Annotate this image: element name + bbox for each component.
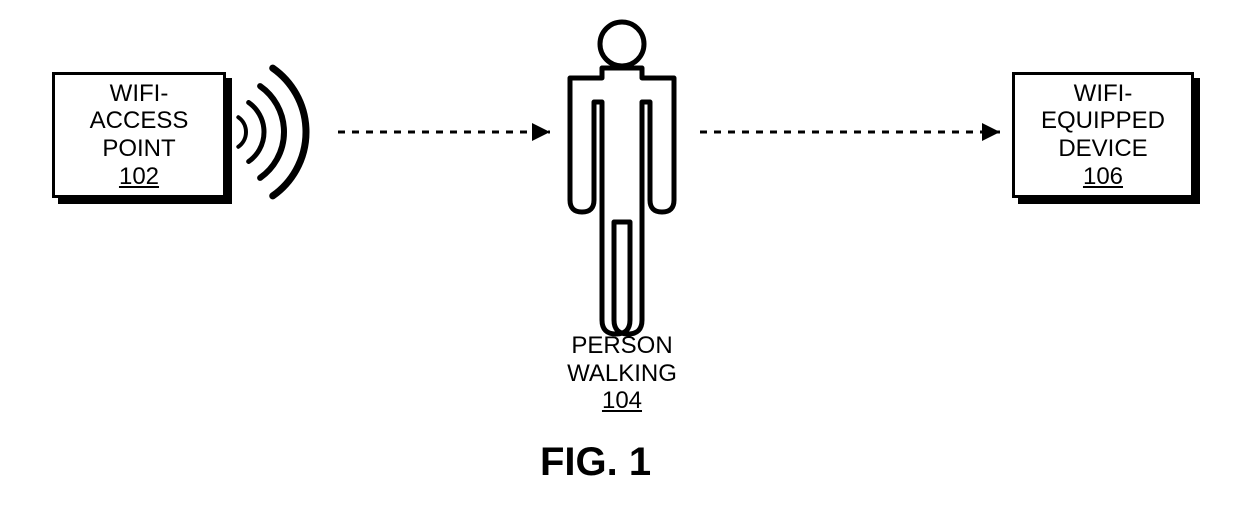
person-head <box>600 22 644 66</box>
person-body <box>570 68 674 334</box>
signal-arrow-head <box>982 123 1000 141</box>
signal-arc <box>273 68 306 196</box>
signal-arrow-head <box>532 123 550 141</box>
diagram-svg <box>0 0 1240 515</box>
diagram-canvas: WIFI- ACCESS POINT 102 WIFI- EQUIPPED DE… <box>0 0 1240 515</box>
signal-arc <box>238 117 246 146</box>
signal-arc <box>249 103 264 162</box>
